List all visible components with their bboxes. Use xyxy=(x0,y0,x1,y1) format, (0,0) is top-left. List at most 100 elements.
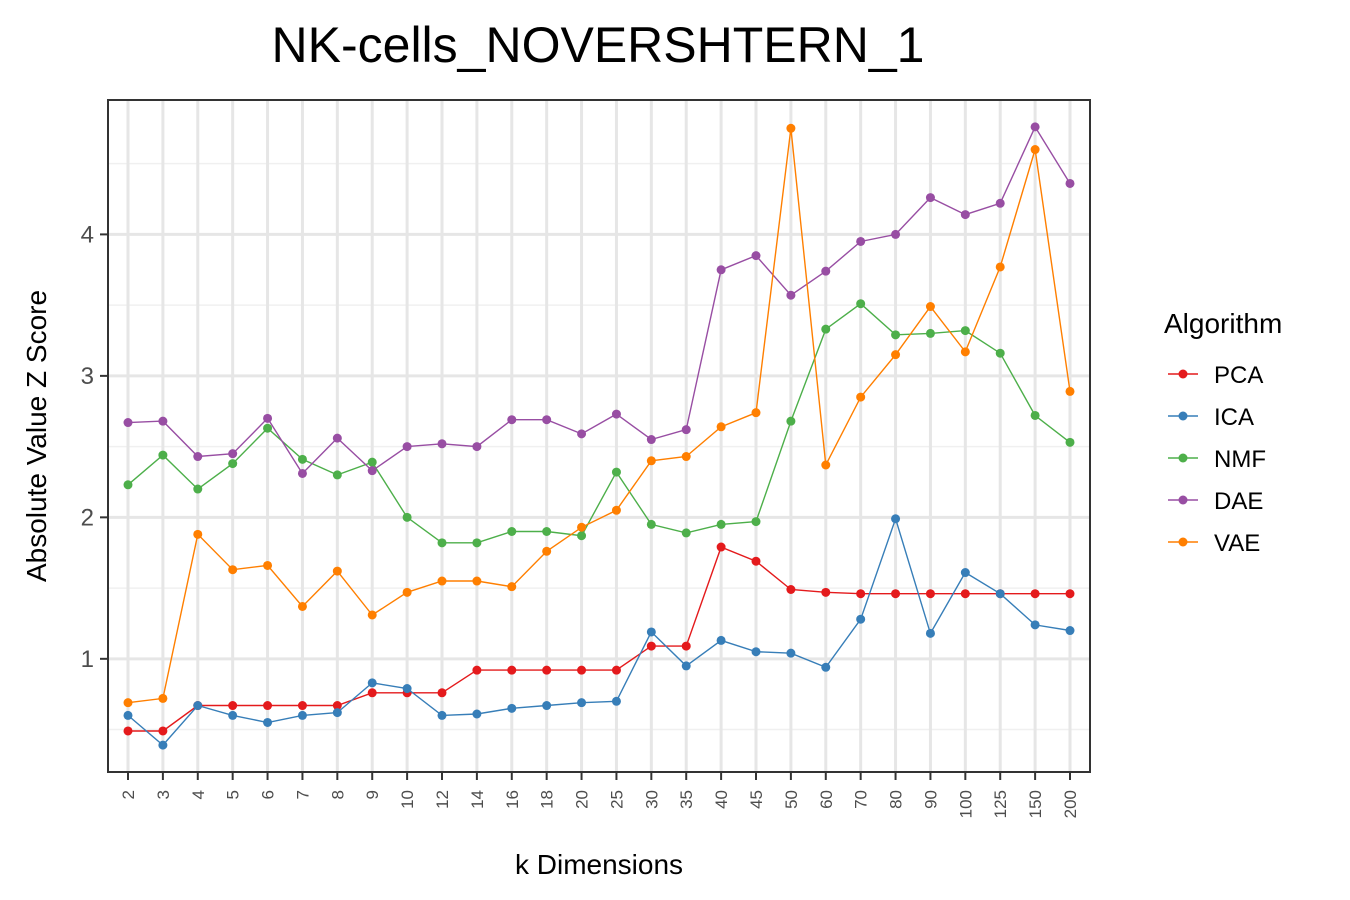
data-point xyxy=(472,576,482,586)
x-tick-label: 16 xyxy=(503,790,522,809)
data-point xyxy=(577,698,587,708)
data-point xyxy=(228,565,238,575)
data-point xyxy=(542,701,552,711)
data-point xyxy=(821,324,831,334)
data-point xyxy=(402,684,412,694)
data-point xyxy=(402,442,412,452)
data-point xyxy=(960,568,970,578)
legend-label: NMF xyxy=(1214,446,1266,473)
legend-label: DAE xyxy=(1214,488,1263,515)
x-tick-label: 8 xyxy=(328,790,347,799)
legend-item-ica: ICA xyxy=(1168,404,1254,431)
data-point xyxy=(472,442,482,452)
data-point xyxy=(542,526,552,536)
series-pca xyxy=(123,542,1075,736)
data-point xyxy=(1065,589,1075,599)
x-tick-label: 3 xyxy=(154,790,173,799)
data-point xyxy=(542,415,552,425)
x-tick-label: 90 xyxy=(921,790,940,809)
data-point xyxy=(681,641,691,651)
data-point xyxy=(193,701,203,711)
x-tick-label: 45 xyxy=(747,790,766,809)
data-point xyxy=(1030,145,1040,155)
data-point xyxy=(681,452,691,462)
chart-title: NK-cells_NOVERSHTERN_1 xyxy=(272,17,925,73)
data-point xyxy=(646,519,656,529)
data-point xyxy=(158,740,168,750)
data-point xyxy=(751,408,761,418)
data-point xyxy=(751,251,761,261)
x-tick-label: 14 xyxy=(468,790,487,809)
legend-key-point xyxy=(1178,453,1188,463)
data-point xyxy=(123,418,133,428)
x-tick-label: 2 xyxy=(119,790,138,799)
data-point xyxy=(437,439,447,449)
data-point xyxy=(786,290,796,300)
data-point xyxy=(995,348,1005,358)
x-tick-label: 20 xyxy=(573,790,592,809)
data-point xyxy=(297,454,307,464)
x-tick-label: 40 xyxy=(712,790,731,809)
y-tick-label: 4 xyxy=(81,221,94,248)
data-point xyxy=(925,628,935,638)
data-point xyxy=(507,415,517,425)
x-tick-label: 6 xyxy=(259,790,278,799)
data-point xyxy=(263,423,273,433)
legend-label: VAE xyxy=(1214,530,1260,557)
data-point xyxy=(123,726,133,736)
data-point xyxy=(1065,626,1075,636)
x-tick-label: 100 xyxy=(956,790,975,818)
legend: Algorithm PCA ICA NMF DAE VAE xyxy=(1164,308,1282,557)
data-point xyxy=(437,688,447,698)
data-point xyxy=(821,587,831,597)
data-point xyxy=(891,229,901,239)
data-point xyxy=(786,416,796,426)
data-point xyxy=(577,429,587,439)
data-point xyxy=(751,517,761,527)
data-point xyxy=(158,693,168,703)
x-tick-label: 7 xyxy=(293,790,312,799)
data-point xyxy=(472,709,482,719)
data-point xyxy=(297,468,307,478)
data-point xyxy=(891,514,901,524)
y-axis-title: Absolute Value Z Score xyxy=(21,290,52,582)
data-point xyxy=(611,505,621,515)
data-point xyxy=(681,661,691,671)
data-point xyxy=(507,582,517,592)
data-point xyxy=(646,641,656,651)
data-point xyxy=(297,701,307,711)
data-point xyxy=(821,662,831,672)
data-point xyxy=(1030,620,1040,630)
y-tick-label: 2 xyxy=(81,504,94,531)
data-point xyxy=(891,330,901,340)
x-tick-label: 25 xyxy=(607,790,626,809)
data-point xyxy=(367,688,377,698)
data-point xyxy=(716,542,726,552)
data-point xyxy=(472,538,482,548)
x-tick-label: 5 xyxy=(224,790,243,799)
x-tick-label: 125 xyxy=(991,790,1010,818)
data-point xyxy=(472,665,482,675)
legend-label: ICA xyxy=(1214,404,1254,431)
series-line xyxy=(127,516,1071,747)
data-point xyxy=(158,416,168,426)
data-point xyxy=(332,701,342,711)
data-point xyxy=(542,665,552,675)
data-point xyxy=(611,665,621,675)
x-tick-label: 150 xyxy=(1026,790,1045,818)
x-tick-label: 4 xyxy=(189,790,208,799)
data-point xyxy=(821,266,831,276)
data-point xyxy=(367,678,377,688)
data-point xyxy=(716,265,726,275)
series-line xyxy=(127,302,1071,544)
data-point xyxy=(263,701,273,711)
data-point xyxy=(925,302,935,312)
data-point xyxy=(297,601,307,611)
data-point xyxy=(1065,178,1075,188)
data-point xyxy=(856,299,866,309)
data-point xyxy=(716,635,726,645)
data-point xyxy=(367,610,377,620)
data-point xyxy=(611,696,621,706)
data-point xyxy=(1065,437,1075,447)
